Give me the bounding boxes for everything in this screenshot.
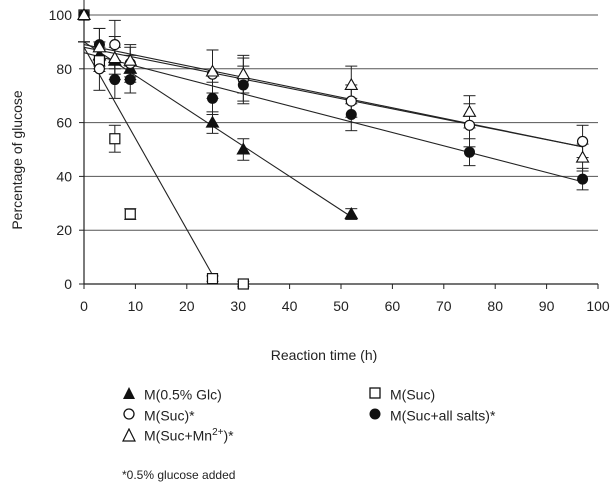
point-m-suc-mn2	[205, 64, 220, 77]
y-tick-label: 100	[49, 7, 73, 23]
x-tick-label: 100	[586, 298, 610, 314]
point-m-0-5-glc	[236, 142, 251, 155]
legend-label-suc: M(Suc)	[390, 386, 436, 403]
fit-line-m-0-5-glc	[83, 41, 352, 218]
error-bars	[78, 0, 589, 288]
x-tick-label: 20	[179, 298, 195, 314]
point-m-suc-all-salts	[464, 146, 475, 158]
y-tick-label: 60	[56, 115, 72, 131]
point-m-suc-all-salts	[109, 74, 121, 86]
point-m-suc-mn2	[107, 50, 122, 64]
point-m-suc	[109, 38, 121, 51]
x-tick-label: 40	[282, 298, 298, 314]
legend-label-suc-star: M(Suc)*	[144, 407, 195, 424]
point-m-0-5-glc	[344, 206, 359, 220]
x-tick-label: 80	[487, 298, 503, 314]
point-m-suc-all-salts	[345, 109, 357, 121]
point-m-suc	[206, 273, 219, 285]
legend-label-suc-salts: M(Suc+all salts)*	[390, 407, 496, 424]
fit-line-m-suc	[83, 47, 219, 285]
point-m-suc-all-salts	[237, 79, 249, 91]
y-tick-label: 20	[56, 222, 72, 238]
x-tick-labels: 0 10 20 30 40 50 60 70 80 90 100	[80, 298, 610, 314]
legend-item-suc: M(Suc)	[368, 384, 435, 403]
point-m-suc-all-salts	[577, 173, 589, 185]
filled-triangle-icon	[123, 387, 135, 400]
point-m-suc-all-salts	[124, 74, 136, 86]
point-m-suc-mn2	[77, 7, 91, 21]
data-points	[77, 7, 590, 290]
x-tick-label: 60	[385, 298, 401, 314]
y-tick-label: 40	[56, 168, 72, 184]
y-tick-label: 0	[64, 276, 72, 292]
glucose-chart: 0 10 20 30 40 50 60 70 80 90 100 0 20 40 60 80 100 Reac…	[9, 0, 610, 363]
open-triangle-icon	[122, 428, 136, 442]
footnote: *0.5% glucose added	[122, 468, 236, 482]
filled-circle-icon	[369, 408, 381, 420]
point-m-suc	[237, 278, 249, 290]
x-axis-label: Reaction time (h)	[271, 347, 378, 363]
point-m-suc-mn2	[575, 150, 590, 163]
fit-line-m-suc-mn2	[83, 44, 583, 148]
point-m-suc	[576, 135, 589, 148]
x-tick-label: 70	[436, 298, 452, 314]
legend-item-suc-star: M(Suc)*	[122, 405, 195, 424]
legend-label-suc-mn: M(Suc+Mn2+)*	[144, 427, 234, 444]
point-m-suc-mn2	[344, 77, 359, 90]
x-tick-label: 0	[80, 298, 88, 314]
axes	[79, 14, 599, 289]
open-square-icon	[369, 387, 381, 399]
grid-lines	[84, 14, 598, 231]
y-tick-label: 80	[56, 61, 72, 77]
legend-item-suc-mn: M(Suc+Mn2+)*	[122, 427, 234, 444]
point-m-suc-mn2	[236, 67, 251, 80]
point-m-suc-mn2	[92, 40, 107, 53]
legend: M(0.5% Glc) M(Suc) M(Suc)* M(Suc+all sal…	[122, 384, 602, 484]
point-m-suc	[124, 208, 136, 220]
point-m-suc	[93, 63, 106, 75]
point-m-suc	[109, 133, 121, 145]
point-m-suc-all-salts	[207, 92, 218, 104]
x-tick-label: 90	[539, 298, 555, 314]
point-m-suc	[345, 95, 357, 107]
x-tick-label: 50	[333, 298, 349, 314]
legend-item-suc-salts: M(Suc+all salts)*	[368, 405, 495, 424]
point-m-suc	[463, 119, 476, 131]
fit-lines	[83, 41, 583, 285]
legend-label-glc: M(0.5% Glc)	[144, 386, 222, 403]
x-tick-label: 30	[230, 298, 246, 314]
x-tick-label: 10	[128, 298, 144, 314]
fit-line-m-suc-all-salts	[83, 52, 583, 183]
point-m-0-5-glc	[205, 115, 220, 128]
y-axis-label: Percentage of glucose	[9, 90, 25, 230]
y-tick-labels: 0 20 40 60 80 100	[49, 7, 73, 292]
point-m-suc-mn2	[123, 53, 138, 66]
open-circle-icon	[123, 408, 135, 420]
point-m-suc-mn2	[462, 104, 477, 117]
legend-item-glc: M(0.5% Glc)	[122, 384, 222, 403]
